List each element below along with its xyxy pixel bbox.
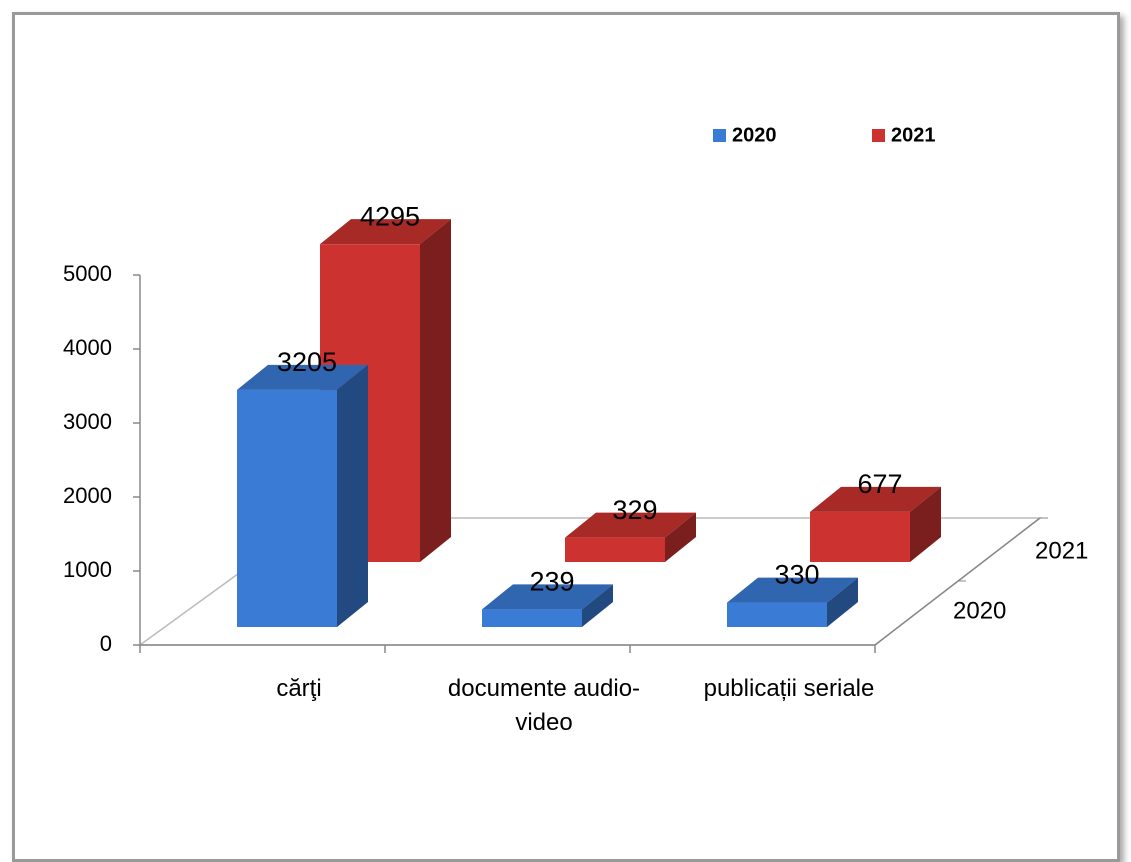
y-tick-label: 4000 [63, 335, 112, 360]
depth-axis [874, 517, 1041, 646]
legend-label: 2021 [891, 124, 936, 146]
bar [810, 486, 941, 562]
depth-label: 2020 [953, 597, 1006, 624]
legend-swatch [872, 129, 885, 142]
bar-side [910, 486, 941, 562]
bar-top [482, 584, 613, 610]
bar [482, 584, 613, 627]
bar [237, 364, 368, 627]
data-label: 330 [774, 560, 819, 590]
bar [565, 512, 696, 562]
bar-front [482, 609, 582, 627]
y-tick-label: 1000 [63, 557, 112, 582]
depth-label: 2021 [1035, 537, 1088, 564]
y-tick-label: 0 [100, 631, 112, 656]
x-tick-label: documente audio-video [447, 675, 641, 736]
bar-side [582, 584, 613, 627]
bar-top [565, 512, 696, 538]
data-label: 329 [612, 495, 657, 525]
bar-front [237, 389, 337, 627]
chart-frame [12, 12, 1120, 862]
bar-top [810, 486, 941, 512]
bar-top [320, 219, 451, 245]
data-label: 239 [529, 566, 574, 596]
bar-front [810, 511, 910, 562]
bar-top [727, 577, 858, 603]
bar [727, 577, 858, 627]
legend-swatch [713, 129, 726, 142]
x-tick-label: publicații seriale [703, 675, 875, 702]
data-label: 4295 [360, 201, 420, 231]
y-tick-label: 3000 [63, 409, 112, 434]
bar-side [420, 219, 451, 563]
bar-side [827, 577, 858, 627]
bar-front [565, 537, 665, 562]
x-tick-label: cărţi [276, 675, 322, 702]
data-label: 677 [857, 469, 902, 499]
bar-side [337, 364, 368, 627]
bar-top [237, 364, 368, 390]
bar-side [665, 512, 696, 562]
bar-front [727, 602, 827, 627]
legend-label: 2020 [732, 124, 777, 146]
y-tick-label: 2000 [63, 483, 112, 508]
data-label: 3205 [277, 347, 337, 377]
y-tick-label: 5000 [63, 261, 112, 286]
